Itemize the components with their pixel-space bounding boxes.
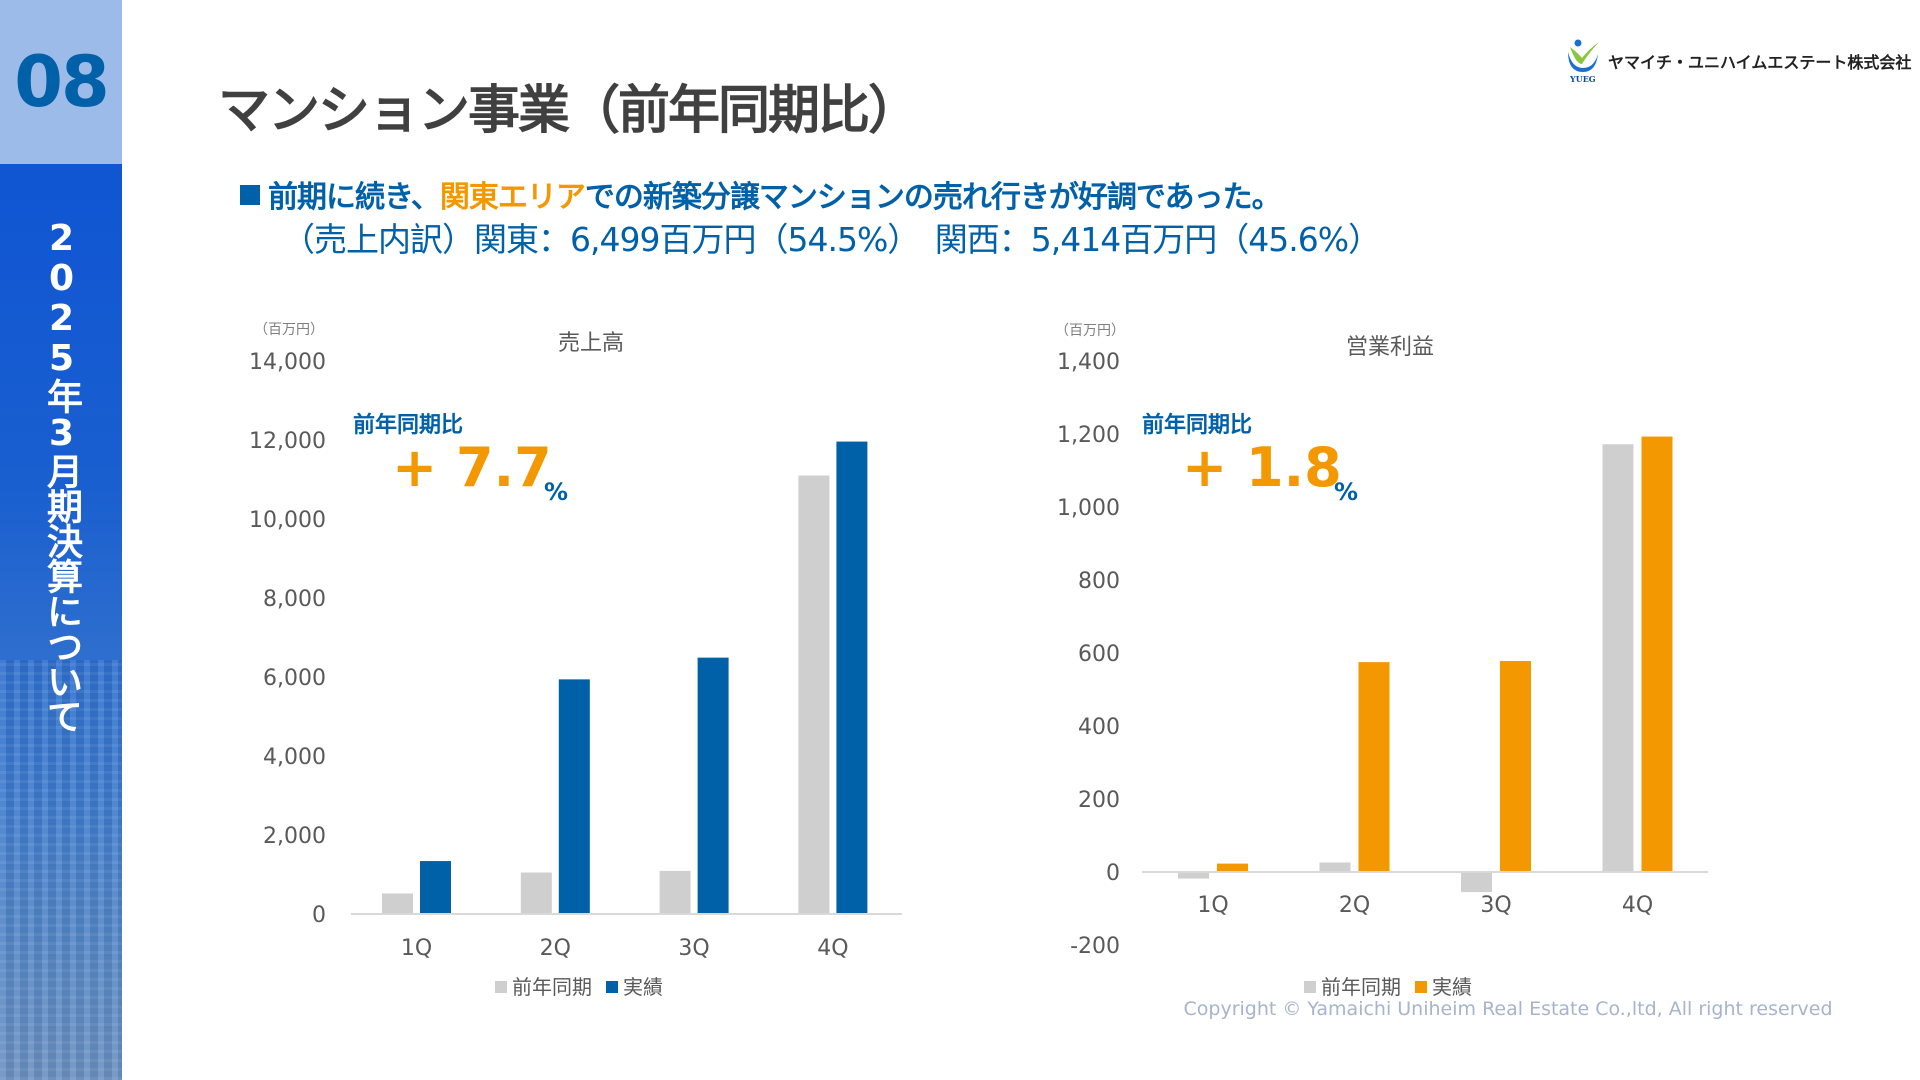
bar-prior-year-1Q xyxy=(1178,872,1209,879)
y-tick-label: 600 xyxy=(1078,642,1120,667)
y-tick-label: 8,000 xyxy=(263,587,326,612)
legend-label: 前年同期 xyxy=(1321,975,1401,999)
sidebar-vertical-text: 2025年3月期決算について xyxy=(41,218,82,733)
x-tick-label: 3Q xyxy=(678,936,709,961)
y-tick-label: -200 xyxy=(1070,934,1120,959)
yoy-unit-profit: % xyxy=(1334,478,1359,506)
yoy-label-profit: 前年同期比 xyxy=(1142,413,1253,438)
y-tick-label: 1,400 xyxy=(1057,350,1120,375)
bar-prior-year-3Q xyxy=(1461,872,1492,893)
y-tick-label: 1,000 xyxy=(1057,496,1120,521)
y-tick-label: 10,000 xyxy=(249,508,326,533)
yoy-label-sales: 前年同期比 xyxy=(353,413,464,438)
company-name: ヤマイチ・ユニハイムエステート株式会社 xyxy=(1608,53,1912,72)
y-tick-label: 200 xyxy=(1078,788,1120,813)
x-tick-label: 1Q xyxy=(1197,893,1228,918)
y-tick-label: 0 xyxy=(312,903,326,928)
bar-actual-1Q xyxy=(420,861,451,914)
y-tick-label: 2,000 xyxy=(263,824,326,849)
y-axis-unit: （百万円） xyxy=(254,322,324,338)
bar-prior-year-4Q xyxy=(1602,444,1634,872)
chart-title: 営業利益 xyxy=(1346,335,1434,360)
y-tick-label: 14,000 xyxy=(249,350,326,375)
bar-prior-year-2Q xyxy=(520,872,552,914)
sales-breakdown: （売上内訳）関東：6,499百万円（54.5%） 関西：5,414百万円（45.… xyxy=(282,220,1381,259)
legend-swatch xyxy=(1415,981,1427,993)
summary-bullet: 前期に続き、関東エリアでの新築分譲マンションの売れ行きが好調であった。 xyxy=(240,172,1282,216)
legend-label: 前年同期 xyxy=(512,975,592,999)
yoy-unit-sales: % xyxy=(544,478,569,506)
legend-swatch xyxy=(1304,981,1316,993)
copyright: Copyright © Yamaichi Uniheim Real Estate… xyxy=(1183,998,1833,1020)
y-tick-label: 4,000 xyxy=(263,745,326,770)
y-tick-label: 800 xyxy=(1078,569,1120,594)
bar-actual-2Q xyxy=(1358,662,1390,872)
bar-prior-year-3Q xyxy=(659,870,691,914)
company-logo: YUEG ヤマイチ・ユニハイムエステート株式会社 xyxy=(1566,38,1911,84)
yoy-value-sales: + 7.7 xyxy=(392,436,552,499)
bullet-text-pre: 前期に続き、 xyxy=(268,180,441,215)
y-tick-label: 0 xyxy=(1106,861,1120,886)
x-tick-label: 3Q xyxy=(1480,893,1511,918)
sidebar: 08 2025年3月期決算について xyxy=(0,0,122,1080)
bar-actual-4Q xyxy=(1641,436,1673,872)
x-tick-label: 4Q xyxy=(1622,893,1653,918)
y-tick-label: 6,000 xyxy=(263,666,326,691)
x-tick-label: 2Q xyxy=(1339,893,1370,918)
logo-mark-icon: YUEG xyxy=(1566,38,1602,84)
chart-title: 売上高 xyxy=(558,331,624,356)
bar-actual-3Q xyxy=(1500,661,1531,872)
x-tick-label: 1Q xyxy=(401,936,432,961)
logo-mark-text: YUEG xyxy=(1570,74,1596,84)
legend-label: 実績 xyxy=(623,975,663,999)
bar-prior-year-2Q xyxy=(1319,862,1351,872)
y-axis-unit: （百万円） xyxy=(1055,323,1125,339)
yoy-value-profit: + 1.8 xyxy=(1182,436,1342,499)
bar-actual-2Q xyxy=(558,679,590,914)
legend-label: 実績 xyxy=(1432,975,1472,999)
y-tick-label: 12,000 xyxy=(249,429,326,454)
bar-actual-4Q xyxy=(836,441,868,914)
section-number: 08 xyxy=(14,41,109,123)
bar-prior-year-4Q xyxy=(798,475,830,914)
legend-swatch xyxy=(606,981,618,993)
y-tick-label: 400 xyxy=(1078,715,1120,740)
bar-prior-year-1Q xyxy=(382,893,413,914)
bar-actual-1Q xyxy=(1217,863,1248,872)
x-tick-label: 4Q xyxy=(817,936,848,961)
y-tick-label: 1,200 xyxy=(1057,423,1120,448)
bullet-text-post: での新築分譲マンションの売れ行きが好調であった。 xyxy=(584,180,1282,215)
city-background-image xyxy=(0,660,122,1080)
section-number-block: 08 xyxy=(0,0,122,164)
bar-actual-3Q xyxy=(697,657,729,914)
x-tick-label: 2Q xyxy=(540,936,571,961)
legend-swatch xyxy=(495,981,507,993)
page-title: マンション事業（前年同期比） xyxy=(218,81,920,141)
bullet-square-icon xyxy=(240,185,260,205)
bullet-highlight: 関東エリア xyxy=(439,180,586,215)
